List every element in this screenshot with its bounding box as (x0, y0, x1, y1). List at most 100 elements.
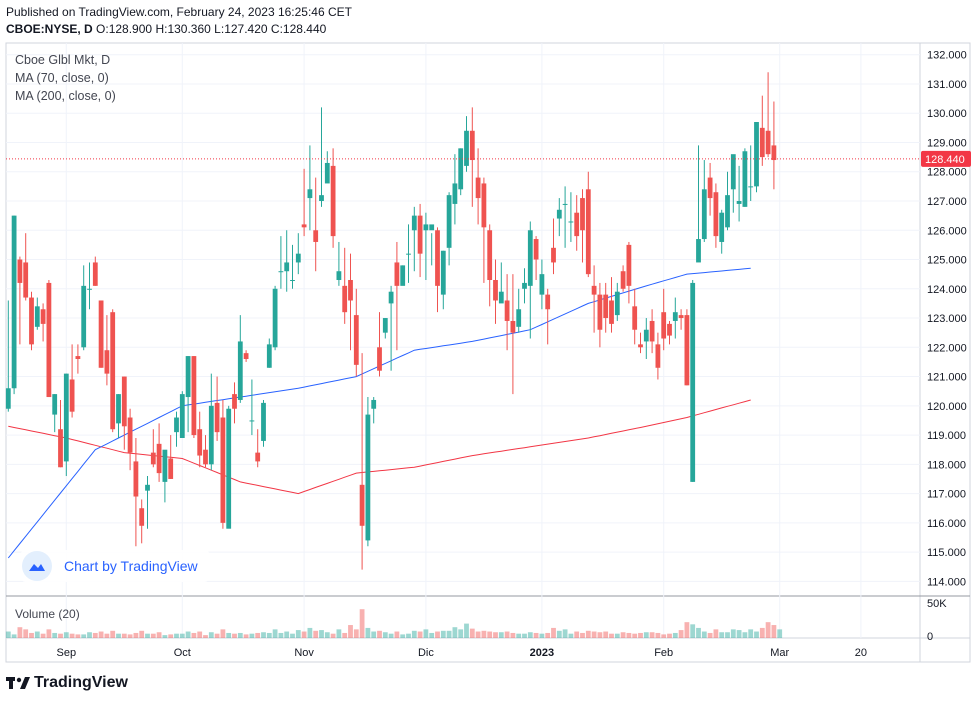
volume-bar (243, 634, 249, 638)
volume-bar (498, 632, 504, 638)
chart-watermark[interactable]: Chart by TradingView (20, 550, 210, 582)
candle-body (272, 288, 278, 348)
volume-bar (638, 632, 643, 638)
y-tick-label: 131.000 (927, 79, 967, 91)
candle (330, 148, 336, 248)
candle-body (562, 203, 568, 205)
volume-bar (214, 633, 220, 638)
candle (17, 256, 23, 345)
x-tick-label: Oct (174, 647, 191, 659)
candle (255, 429, 261, 468)
candle (162, 449, 168, 503)
candle-body (487, 230, 493, 280)
candle (649, 309, 655, 354)
volume-bar (377, 630, 382, 638)
volume-legend[interactable]: Volume (20) (15, 607, 80, 621)
volume-bar (29, 632, 34, 638)
candle-body (406, 253, 411, 255)
candle-body (348, 280, 353, 301)
volume-bar (203, 635, 208, 638)
candle-body (452, 183, 458, 204)
candle-body (626, 244, 632, 286)
candle-body (620, 271, 626, 289)
candle-body (585, 189, 591, 275)
last-price-tag (921, 150, 971, 167)
y-tick-label: 121.000 (927, 372, 967, 384)
volume-bar (452, 627, 458, 638)
candle (214, 376, 220, 441)
candle (748, 145, 754, 201)
volume-bar (556, 630, 562, 638)
volume-bar (284, 631, 290, 638)
candle (121, 376, 127, 450)
candle-body (493, 280, 498, 301)
legend-ma70[interactable]: MA (70, close, 0) (15, 71, 109, 85)
candle (197, 411, 203, 468)
volume-bar (672, 632, 678, 638)
candle (290, 244, 295, 289)
candle (371, 397, 377, 424)
candle-body (440, 250, 446, 295)
candle-body (330, 165, 336, 237)
candle-body (365, 414, 371, 541)
candle-body (522, 282, 527, 289)
x-tick-label: 20 (855, 647, 867, 659)
candle-body (121, 376, 127, 427)
candle-body (133, 461, 139, 497)
candle-body (92, 262, 98, 286)
candle (655, 332, 661, 380)
candle (156, 423, 162, 482)
candle (150, 429, 156, 468)
volume-bar (574, 631, 580, 638)
candle (266, 338, 272, 368)
volume-bar (440, 630, 446, 638)
candle-body (208, 405, 214, 465)
candle-body (295, 253, 301, 263)
volume-bar (777, 629, 783, 638)
brand-name: TradingView (34, 674, 128, 691)
candle-body (411, 215, 417, 231)
candle (208, 373, 214, 471)
volume-bar (597, 632, 603, 638)
volume-bar (655, 632, 661, 638)
tradingview-brand[interactable]: TradingView (6, 674, 128, 692)
candle-body (516, 309, 522, 327)
y-tick-label: 129.000 (927, 137, 967, 149)
volume-bar (348, 625, 353, 638)
y-tick-label: 120.000 (927, 401, 967, 413)
volume-bar (765, 622, 771, 638)
candle (475, 148, 481, 225)
x-tick-label: Sep (57, 647, 77, 659)
candle (725, 171, 730, 231)
candle (237, 315, 243, 403)
legend-series-name[interactable]: Cboe Glbl Mkt, D (15, 53, 111, 67)
candle (539, 259, 545, 310)
volume-bar (11, 634, 17, 638)
candle (516, 288, 522, 333)
candle (388, 285, 394, 371)
volume-bar (353, 629, 359, 638)
candle-body (110, 312, 116, 430)
candle (63, 373, 69, 477)
volume-bar (551, 627, 556, 638)
candle (58, 399, 63, 468)
volume-bar (481, 630, 487, 638)
volume-bar (336, 629, 342, 638)
candle-body (556, 209, 562, 219)
volume-bar (365, 627, 371, 638)
candle-body (400, 265, 406, 286)
candle (614, 282, 620, 321)
volume-bar (562, 629, 568, 638)
volume-bar (301, 631, 307, 638)
candle-body (759, 127, 765, 158)
candle-body (638, 344, 643, 348)
candle-body (127, 417, 133, 453)
volume-bar (98, 631, 104, 638)
candle-body (458, 148, 464, 190)
volume-bar (52, 632, 58, 638)
candle-body (417, 215, 423, 254)
legend-ma200[interactable]: MA (200, close, 0) (15, 89, 116, 103)
volume-bar (168, 634, 174, 638)
candle (191, 356, 197, 438)
